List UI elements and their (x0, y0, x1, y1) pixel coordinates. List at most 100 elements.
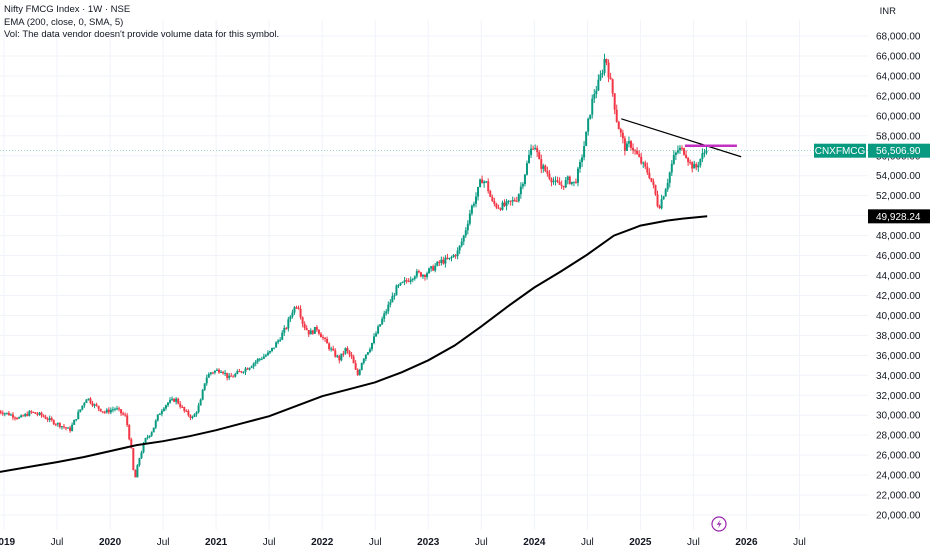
symbol-tag-bg (814, 143, 866, 158)
candle-body (60, 426, 63, 428)
candle-body (591, 98, 594, 115)
candle-body (89, 398, 92, 404)
candle-body (650, 178, 653, 182)
candle-body (83, 402, 86, 406)
candle-body (564, 180, 567, 188)
candle-body (440, 259, 443, 263)
legend-symbol-line[interactable]: Nifty FMCG Index · 1W · NSE (4, 4, 131, 15)
candle-body (71, 424, 74, 431)
time-axis[interactable]: 2019 Jul 2020 Jul 2021 Jul 2022 Jul 2023 Jul 2024 J… (0, 537, 806, 548)
candle-body (634, 150, 637, 152)
candle-body (507, 200, 510, 202)
candle-body (252, 363, 255, 367)
candle-body (297, 307, 300, 309)
candle-body (368, 349, 371, 353)
candle-body (20, 415, 23, 418)
candle-body (79, 409, 82, 412)
candle-body (466, 223, 469, 231)
candle-body (26, 414, 29, 416)
candle-body (232, 376, 235, 378)
candlestick-series (0, 53, 708, 478)
candle-body (487, 181, 490, 192)
candle-body (695, 164, 698, 168)
candle-body (5, 412, 8, 414)
y-tick-label: 22,000.00 (876, 491, 921, 502)
candle-body (701, 153, 704, 159)
candle-body (91, 403, 94, 406)
candle-body (399, 282, 402, 286)
candle-body (656, 194, 659, 207)
candle-body (248, 367, 251, 370)
candle-body (58, 423, 61, 428)
candle-body (705, 150, 708, 153)
candle-body (585, 131, 588, 146)
candle-body (544, 165, 547, 171)
candle-body (181, 406, 184, 408)
candle-body (340, 353, 343, 361)
candle-body (560, 184, 563, 186)
candle-body (613, 93, 616, 110)
candle-body (144, 438, 147, 444)
candle-body (525, 163, 528, 175)
candle-body (442, 259, 445, 264)
candle-body (215, 369, 218, 371)
candle-body (603, 59, 606, 73)
candle-body (85, 399, 88, 403)
candle-body (479, 179, 482, 187)
candle-body (195, 412, 198, 415)
candle-body (693, 164, 696, 169)
candle-body (140, 452, 143, 459)
descending-trendline[interactable] (621, 118, 742, 158)
candle-body (536, 147, 539, 153)
candle-body (344, 348, 347, 354)
candle-body (530, 148, 533, 155)
candle-body (430, 266, 433, 269)
y-tick-label: 60,000.00 (876, 111, 921, 122)
price-axis[interactable]: 20,000.00 22,000.00 24,000.00 26,000.00 28,0… (876, 32, 921, 522)
candle-body (217, 369, 220, 373)
candle-body (336, 355, 339, 357)
y-tick-label: 62,000.00 (876, 91, 921, 102)
candle-body (548, 173, 551, 179)
candle-body (18, 417, 21, 419)
lightning-event-icon[interactable] (711, 516, 727, 532)
x-tick-label: 2020 (99, 537, 122, 548)
candle-body (160, 410, 163, 414)
candle-body (401, 282, 404, 284)
candle-body (262, 356, 265, 359)
candle-body (599, 74, 602, 80)
candle-body (373, 336, 376, 343)
candle-body (3, 413, 6, 415)
candle-body (687, 157, 690, 163)
candle-body (572, 181, 575, 183)
candle-body (299, 308, 302, 318)
candle-body (377, 326, 380, 334)
x-tick-label: 2026 (735, 537, 758, 548)
legend-ema-line[interactable]: EMA (200, close, 0, SMA, 5) (4, 16, 124, 28)
candle-body (211, 372, 214, 374)
candle-body (118, 408, 121, 410)
candle-body (601, 72, 604, 75)
candle-body (523, 174, 526, 185)
candle-body (69, 427, 72, 431)
candle-body (513, 199, 516, 201)
candle-body (130, 439, 133, 449)
candle-body (550, 178, 553, 183)
candle-body (22, 415, 25, 417)
candle-body (558, 181, 561, 185)
ema-value: 49,928.24 (876, 212, 921, 223)
candle-body (646, 166, 649, 173)
candle-body (542, 165, 545, 169)
candle-body (528, 154, 531, 164)
candle-body (460, 241, 463, 246)
candle-body (703, 152, 706, 154)
candle-body (678, 147, 681, 151)
y-tick-label: 26,000.00 (876, 451, 921, 462)
x-tick-label: Jul (157, 537, 170, 548)
candle-body (126, 415, 129, 426)
candle-body (187, 410, 190, 416)
candle-body (587, 118, 590, 132)
candle-body (381, 318, 384, 325)
candle-body (32, 411, 35, 413)
